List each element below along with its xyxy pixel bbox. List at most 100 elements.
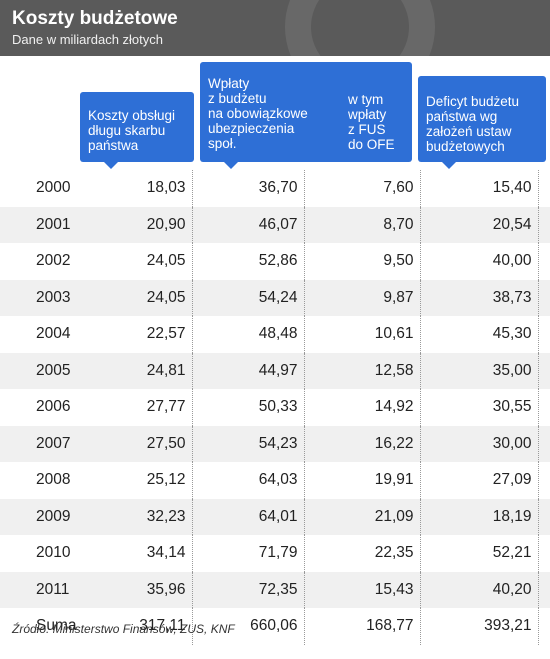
contributions-cell: 54,23	[192, 425, 305, 462]
data-table-body: 2000 18,03 36,70 7,60 15,40 2001 20,90 46,07 8,7…	[0, 170, 550, 645]
fus-ofe-cell: 10,61	[304, 316, 421, 353]
debt-cost-cell: 22,57	[80, 316, 193, 353]
data-table: 2000 18,03 36,70 7,60 15,40 2001 20,90 46,07 8,7…	[0, 170, 550, 645]
contributions-cell: 36,70	[192, 170, 305, 207]
source-note: Źródło: Ministerstwo Finansów, ZUS, KNF	[12, 622, 235, 636]
table-row: 2002 24,05 52,86 9,50 40,00	[0, 243, 550, 280]
contributions-cell: 48,48	[192, 316, 305, 353]
debt-cost-cell: 24,05	[80, 279, 193, 316]
row-spacer	[538, 279, 550, 316]
year-cell: 2002	[36, 252, 71, 270]
row-spacer	[538, 170, 550, 207]
deficit-cell: 45,30	[420, 316, 539, 353]
contributions-cell: 54,24	[192, 279, 305, 316]
table-row: 2009 32,23 64,01 21,09 18,19	[0, 498, 550, 535]
table-row: 2004 22,57 48,48 10,61 45,30	[0, 316, 550, 353]
deficit-cell: 393,21	[420, 608, 539, 645]
contributions-cell: 50,33	[192, 389, 305, 426]
column-header-debt-cost: Koszty obsługi długu skarbu państwa	[80, 92, 194, 169]
year-cell: 2008	[36, 471, 71, 489]
column-header-debt-cost-label: Koszty obsługi długu skarbu państwa	[88, 108, 176, 153]
row-spacer	[538, 608, 550, 645]
deficit-cell: 27,09	[420, 462, 539, 499]
contributions-cell: 46,07	[192, 206, 305, 243]
debt-cost-cell: 32,23	[80, 498, 193, 535]
fus-ofe-cell: 21,09	[304, 498, 421, 535]
table-row: 2001 20,90 46,07 8,70 20,54	[0, 206, 550, 243]
column-header-contributions-label: Wpłaty z budżetu na obowiązkowe ubezpiec…	[208, 76, 308, 151]
table-row: 2010 34,14 71,79 22,35 52,21	[0, 535, 550, 572]
deficit-cell: 30,55	[420, 389, 539, 426]
deficit-cell: 40,00	[420, 243, 539, 280]
debt-cost-cell: 25,12	[80, 462, 193, 499]
fus-ofe-cell: 12,58	[304, 352, 421, 389]
column-header-fus-ofe-label: w tym wpłaty z FUS do OFE	[348, 92, 395, 152]
contributions-cell: 44,97	[192, 352, 305, 389]
deficit-cell: 35,00	[420, 352, 539, 389]
fus-ofe-cell: 15,43	[304, 571, 421, 608]
year-cell: 2006	[36, 398, 71, 416]
deficit-cell: 40,20	[420, 571, 539, 608]
fus-ofe-cell: 7,60	[304, 170, 421, 207]
column-header-deficit-label: Deficyt budżetu państwa wg założeń ustaw…	[426, 94, 520, 154]
year-cell: 2001	[0, 206, 80, 243]
row-spacer	[538, 498, 550, 535]
year-cell: 2010	[36, 544, 71, 562]
row-spacer	[538, 243, 550, 280]
year-cell: 2000	[36, 179, 71, 197]
page-subtitle: Dane w miliardach złotych	[12, 32, 164, 47]
fus-ofe-cell: 9,87	[304, 279, 421, 316]
contributions-cell: 660,06	[192, 608, 305, 645]
deficit-cell: 20,54	[420, 206, 539, 243]
row-spacer	[538, 462, 550, 499]
contributions-cell: 72,35	[192, 571, 305, 608]
fus-ofe-cell: 16,22	[304, 425, 421, 462]
contributions-cell: 52,86	[192, 243, 305, 280]
deficit-cell: 52,21	[420, 535, 539, 572]
deficit-cell: 30,00	[420, 425, 539, 462]
year-cell: 2011	[0, 571, 80, 608]
year-cell: 2005	[0, 352, 80, 389]
debt-cost-cell: 35,96	[80, 571, 193, 608]
deficit-cell: 38,73	[420, 279, 539, 316]
row-spacer	[538, 206, 550, 243]
column-header-contributions: Wpłaty z budżetu na obowiązkowe ubezpiec…	[200, 62, 412, 169]
debt-cost-cell: 18,03	[80, 170, 193, 207]
row-spacer	[538, 316, 550, 353]
debt-cost-cell: 317,11	[80, 608, 193, 645]
fus-ofe-cell: 9,50	[304, 243, 421, 280]
deficit-cell: 15,40	[420, 170, 539, 207]
year-cell: 2004	[36, 325, 71, 343]
year-cell: Suma	[36, 617, 77, 635]
table-row: 2011 35,96 72,35 15,43 40,20	[0, 571, 550, 608]
deficit-cell: 18,19	[420, 498, 539, 535]
logo-watermark-icon	[285, 0, 435, 56]
table-row: 2000 18,03 36,70 7,60 15,40	[0, 170, 550, 207]
debt-cost-cell: 27,77	[80, 389, 193, 426]
debt-cost-cell: 24,81	[80, 352, 193, 389]
table-row: 2003 24,05 54,24 9,87 38,73	[0, 279, 550, 316]
contributions-cell: 71,79	[192, 535, 305, 572]
year-cell: 2009	[0, 498, 80, 535]
year-cell: 2003	[0, 279, 80, 316]
year-cell: 2007	[0, 425, 80, 462]
row-spacer	[538, 535, 550, 572]
row-spacer	[538, 352, 550, 389]
column-header-deficit: Deficyt budżetu państwa wg założeń ustaw…	[418, 76, 546, 169]
table-row: 2008 25,12 64,03 19,91 27,09	[0, 462, 550, 499]
row-spacer	[538, 389, 550, 426]
table-row: 2006 27,77 50,33 14,92 30,55	[0, 389, 550, 426]
debt-cost-cell: 34,14	[80, 535, 193, 572]
page-title: Koszty budżetowe	[12, 8, 178, 29]
fus-ofe-cell: 22,35	[304, 535, 421, 572]
contributions-cell: 64,01	[192, 498, 305, 535]
debt-cost-cell: 24,05	[80, 243, 193, 280]
fus-ofe-cell: 8,70	[304, 206, 421, 243]
fus-ofe-cell: 168,77	[304, 608, 421, 645]
header-banner: Koszty budżetowe Dane w miliardach złoty…	[0, 0, 550, 56]
row-spacer	[538, 571, 550, 608]
fus-ofe-cell: 14,92	[304, 389, 421, 426]
table-row: Suma 317,11 660,06 168,77 393,21	[0, 608, 550, 645]
table-row: 2007 27,50 54,23 16,22 30,00	[0, 425, 550, 462]
table-row: 2005 24,81 44,97 12,58 35,00	[0, 352, 550, 389]
